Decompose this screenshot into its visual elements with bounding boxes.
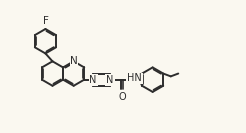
Text: O: O [118,92,126,102]
Text: N: N [70,56,78,66]
Text: F: F [43,16,48,26]
Text: HN: HN [127,74,142,84]
Text: N: N [107,75,114,85]
Text: N: N [90,75,97,85]
